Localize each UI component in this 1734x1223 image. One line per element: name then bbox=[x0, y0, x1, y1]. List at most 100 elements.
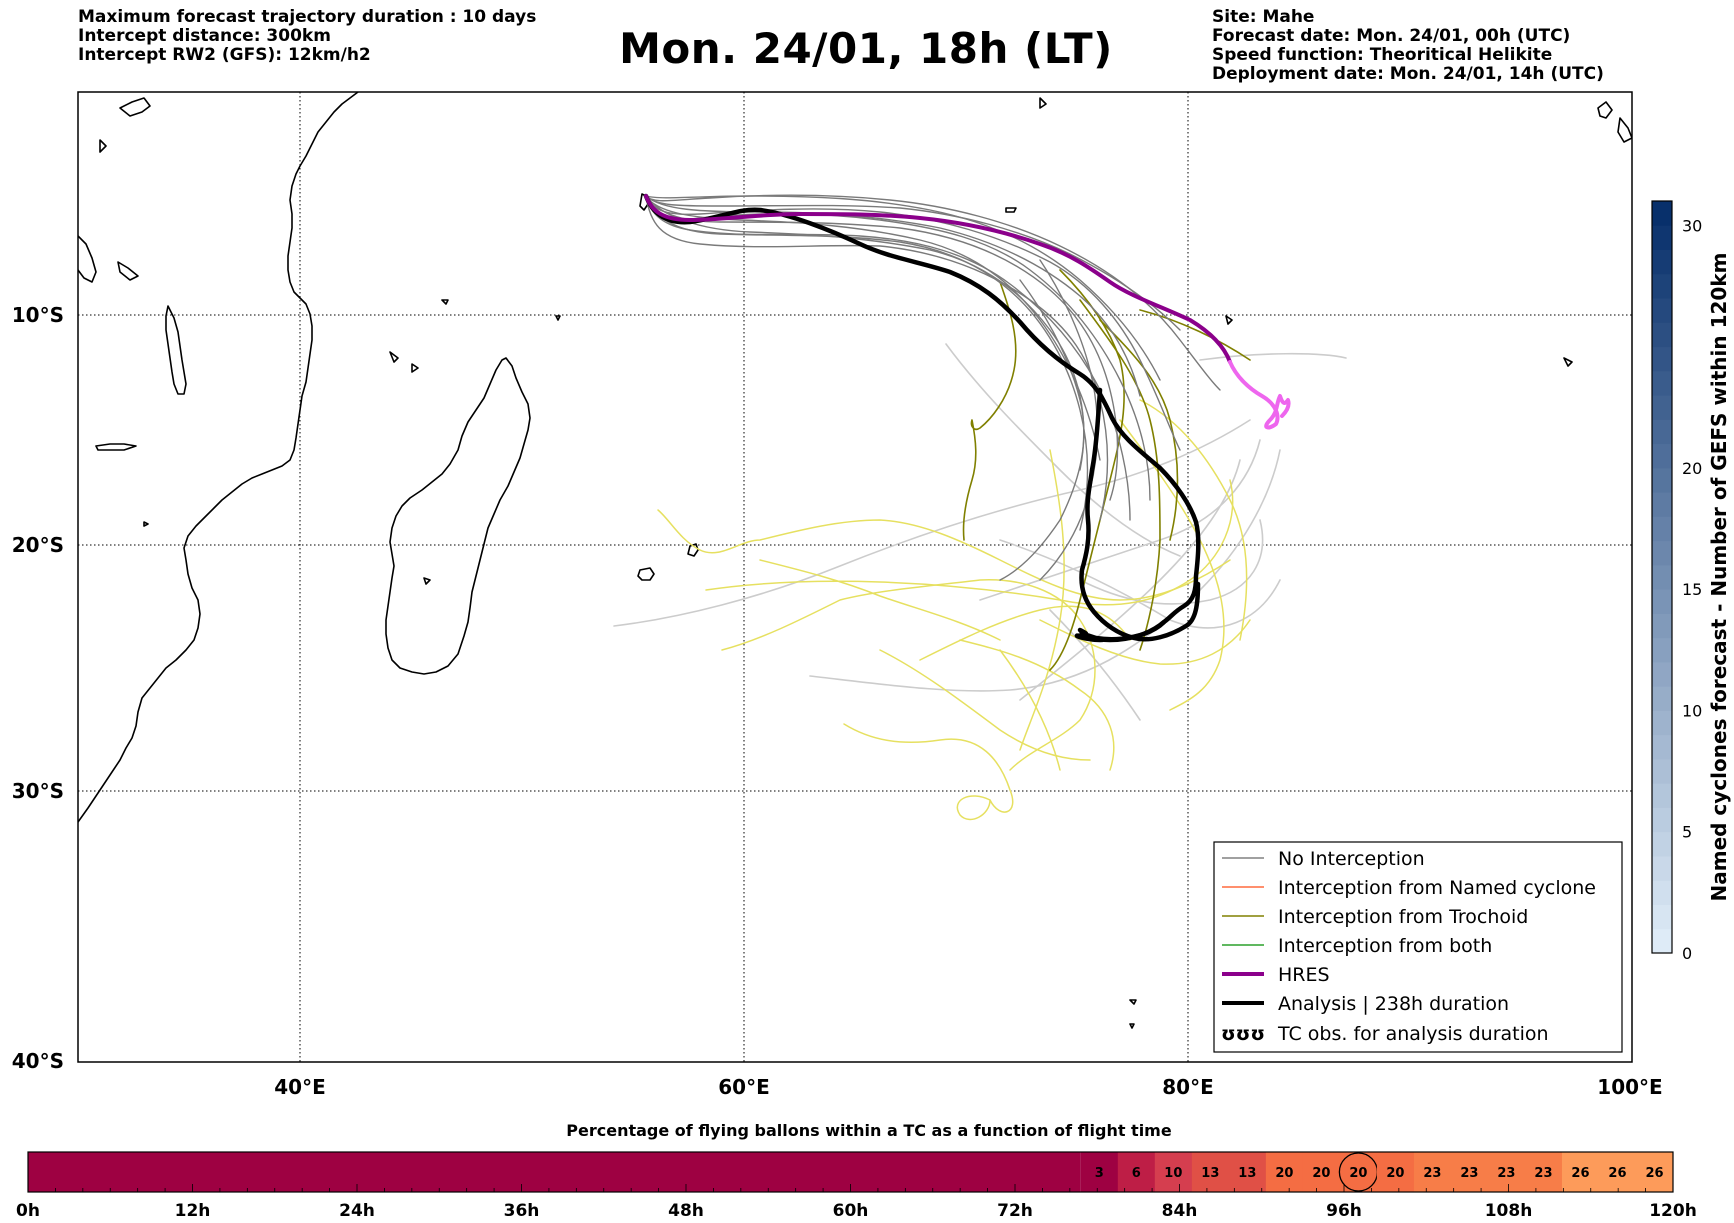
lat-tick-10s: 10°S bbox=[12, 303, 64, 327]
hour-tick-12h: 12h bbox=[175, 1201, 211, 1221]
legend-label-trochoid: Interception from Trochoid bbox=[1278, 906, 1528, 928]
bar-cell bbox=[1413, 1152, 1452, 1192]
axis-ticks: 40°E 60°E 80°E 100°E 10°S 20°S 30°S 40°S bbox=[12, 303, 1663, 1099]
bar-cell bbox=[1265, 1152, 1304, 1192]
page-title: Mon. 24/01, 18h (LT) bbox=[619, 24, 1113, 73]
colorbar-tick-30: 30 bbox=[1682, 216, 1702, 235]
lon-tick-60e: 60°E bbox=[718, 1075, 770, 1099]
legend-label-named-cyclone: Interception from Named cyclone bbox=[1278, 877, 1596, 899]
colorbar-step bbox=[1652, 225, 1672, 251]
colorbar-step bbox=[1652, 807, 1672, 833]
colorbar-step bbox=[1652, 928, 1672, 954]
legend-label-no-interception: No Interception bbox=[1278, 848, 1425, 870]
hour-tick-108h: 108h bbox=[1485, 1201, 1533, 1221]
colorbar-step bbox=[1652, 904, 1672, 930]
legend-label-both: Interception from both bbox=[1278, 935, 1492, 957]
yellow-tracks bbox=[657, 399, 1251, 821]
bar-cell bbox=[1487, 1152, 1526, 1192]
colorbar-step bbox=[1652, 564, 1672, 590]
colorbar-frame bbox=[1651, 200, 1673, 954]
bar-cell-value: 20 bbox=[1349, 1166, 1367, 1181]
bar-cell bbox=[1561, 1152, 1600, 1192]
colorbar-step bbox=[1652, 516, 1672, 542]
lon-tick-80e: 80°E bbox=[1162, 1075, 1214, 1099]
colorbar-step bbox=[1652, 346, 1672, 372]
colorbar-step bbox=[1652, 613, 1672, 639]
colorbar-ticks: 0 5 10 15 20 30 bbox=[1682, 216, 1702, 963]
flight-time-bar-cells: 3 6 10 13 13 20 20 20 20 23 23 23 23 26 26 26 bbox=[28, 1152, 1674, 1192]
colorbar-step bbox=[1652, 783, 1672, 808]
lake-coast bbox=[95, 443, 137, 451]
flight-time-hour-ticks: 0h 12h 24h 36h 48h 60h 72h 84h 96h 108h … bbox=[16, 1201, 1697, 1221]
lat-tick-20s: 20°S bbox=[12, 533, 64, 557]
colorbar-step bbox=[1652, 661, 1672, 687]
legend-box bbox=[1213, 841, 1623, 1053]
reunion bbox=[637, 567, 655, 581]
colorbar-step bbox=[1652, 734, 1672, 760]
map-panel: 40°E 60°E 80°E 100°E 10°S 20°S 30°S 40°S… bbox=[12, 91, 1663, 1099]
colorbar-step bbox=[1652, 370, 1672, 396]
hres-tail bbox=[1228, 360, 1291, 430]
bar-cell-value: 10 bbox=[1164, 1166, 1182, 1181]
bar-cell bbox=[1228, 1152, 1267, 1192]
east-islands bbox=[1563, 101, 1632, 367]
flight-time-bar-minor-ticks bbox=[27, 1184, 1674, 1192]
mauritius bbox=[687, 543, 699, 557]
colorbar-step bbox=[1652, 686, 1672, 711]
legend-label-analysis: Analysis | 238h duration bbox=[1278, 993, 1509, 1015]
colorbar-step bbox=[1652, 540, 1672, 566]
bar-cell bbox=[1376, 1152, 1415, 1192]
bar-cell-value: 20 bbox=[1386, 1166, 1404, 1181]
colorbar-tick-10: 10 bbox=[1682, 701, 1702, 720]
bar-cell bbox=[1598, 1152, 1637, 1192]
bar-cell-value: 13 bbox=[1238, 1166, 1256, 1181]
speed-function-text: Speed function: Theoritical Helikite bbox=[1212, 45, 1553, 65]
intercept-distance-text: Intercept distance: 300km bbox=[78, 26, 331, 46]
amsterdam-islands bbox=[1129, 999, 1137, 1029]
hres-track bbox=[644, 194, 1232, 364]
bar-cell-value: 23 bbox=[1423, 1166, 1441, 1181]
madagascar bbox=[385, 357, 531, 675]
northern-islands bbox=[99, 97, 151, 281]
max-duration-text: Maximum forecast trajectory duration : 1… bbox=[78, 7, 537, 27]
bar-cell-value: 23 bbox=[1497, 1166, 1515, 1181]
bar-cell bbox=[1302, 1152, 1341, 1192]
graticule bbox=[78, 92, 1632, 1062]
colorbar-step bbox=[1652, 322, 1672, 348]
lon-tick-100e: 100°E bbox=[1597, 1075, 1662, 1099]
colorbar-step bbox=[1652, 589, 1672, 614]
forecast-date-text: Forecast date: Mon. 24/01, 00h (UTC) bbox=[1212, 26, 1571, 46]
hour-tick-24h: 24h bbox=[339, 1201, 375, 1221]
bar-cell-value: 20 bbox=[1275, 1166, 1293, 1181]
small-islets bbox=[143, 97, 1233, 585]
bar-cell-value: 26 bbox=[1608, 1166, 1626, 1181]
flight-time-bar: Percentage of flying ballons within a TC… bbox=[16, 1121, 1697, 1221]
bar-cell-value: 26 bbox=[1571, 1166, 1589, 1181]
bar-cell bbox=[1154, 1152, 1193, 1192]
hour-tick-36h: 36h bbox=[504, 1201, 540, 1221]
colorbar-step bbox=[1652, 467, 1672, 493]
colorbar-step bbox=[1652, 419, 1672, 445]
hour-tick-48h: 48h bbox=[668, 1201, 704, 1221]
map-frame bbox=[77, 91, 1633, 1063]
colorbar-tick-15: 15 bbox=[1682, 580, 1702, 599]
colorbar-tick-20: 20 bbox=[1682, 459, 1702, 478]
bar-cell bbox=[1635, 1152, 1674, 1192]
legend: No Interception Interception from Named … bbox=[1213, 841, 1623, 1053]
trajectory-ensemble bbox=[613, 194, 1347, 821]
bar-cell-value: 23 bbox=[1460, 1166, 1478, 1181]
colorbar: 0 5 10 15 20 30 Named cyclones forecast … bbox=[1651, 200, 1731, 963]
bar-cell-value: 26 bbox=[1645, 1166, 1663, 1181]
analysis-track-south bbox=[1079, 387, 1201, 642]
africa-coastline bbox=[78, 92, 359, 823]
bar-cell bbox=[1191, 1152, 1230, 1192]
header-right-info: Site: Mahe Forecast date: Mon. 24/01, 00… bbox=[1212, 8, 1604, 84]
hour-tick-72h: 72h bbox=[997, 1201, 1033, 1221]
lon-tick-40e: 40°E bbox=[274, 1075, 326, 1099]
colorbar-step bbox=[1652, 710, 1672, 736]
africa-horn-fragment bbox=[78, 235, 97, 283]
colorbar-label: Named cyclones forecast - Number of GEFS… bbox=[1707, 253, 1731, 902]
bar-cell bbox=[1117, 1152, 1156, 1192]
colorbar-step bbox=[1652, 443, 1672, 469]
